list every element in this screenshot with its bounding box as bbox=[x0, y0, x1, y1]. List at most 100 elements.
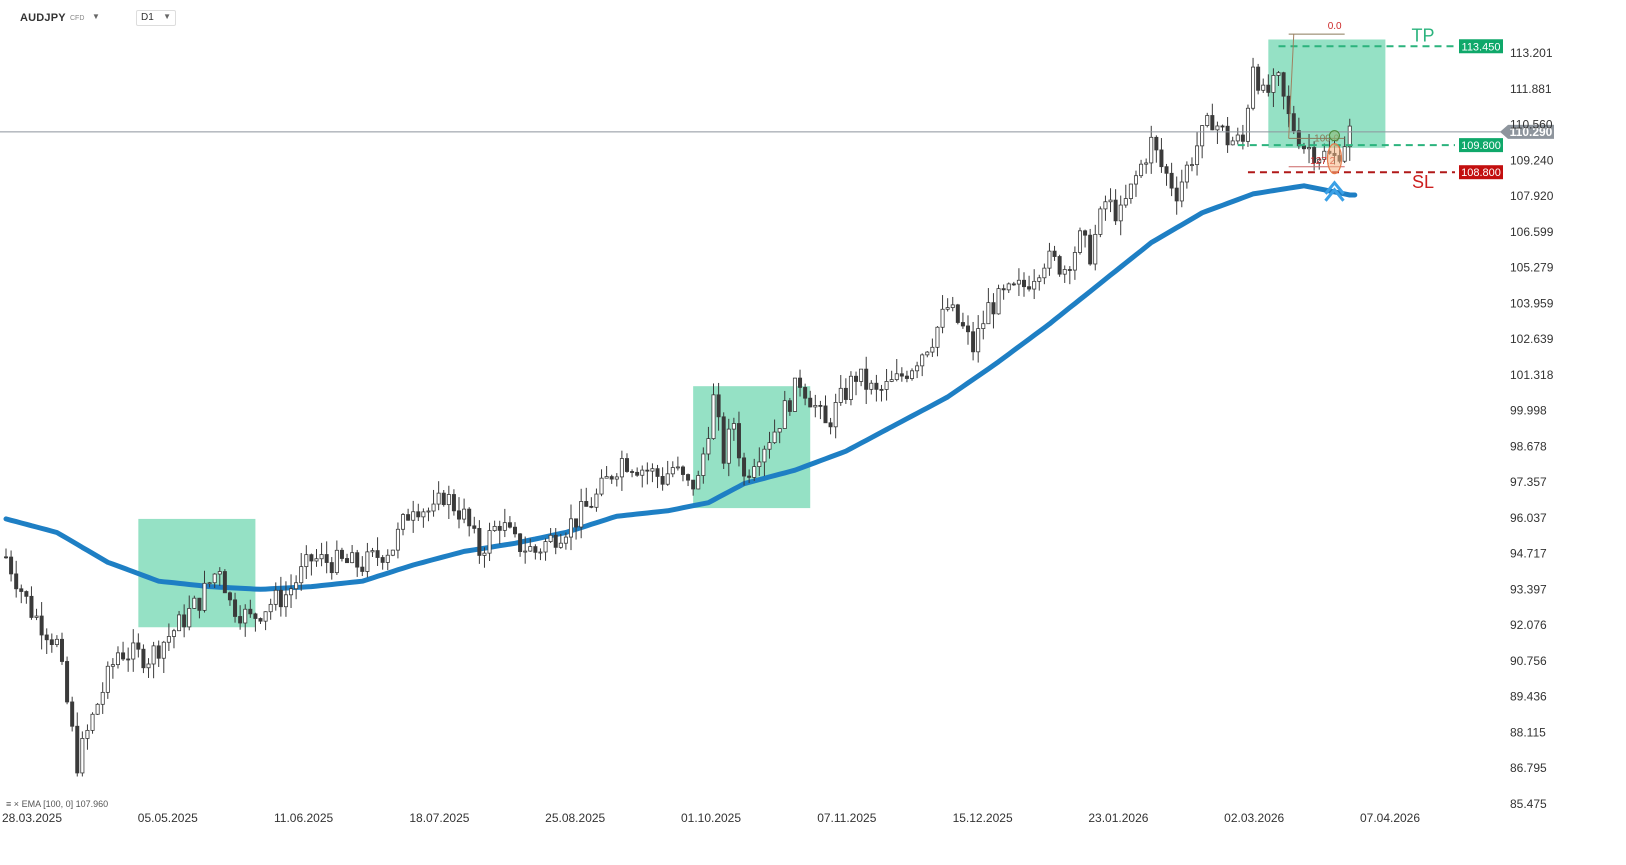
candle-body bbox=[39, 615, 44, 636]
candle-body bbox=[105, 665, 110, 693]
candle-body bbox=[950, 304, 955, 309]
candle-body bbox=[1154, 136, 1159, 151]
y-tick-label: 90.756 bbox=[1510, 654, 1547, 668]
levels-layer: 110.290 113.450 TP 109.800 108.800 SL 0.0 100.0… bbox=[0, 21, 1554, 202]
zone-rect bbox=[693, 386, 811, 509]
candle-body bbox=[614, 476, 619, 480]
candle-body bbox=[1347, 125, 1352, 148]
candle-body bbox=[1144, 162, 1149, 165]
axes-layer: 113.201 111.881 110.560 109.240 107.920 106.5… bbox=[2, 46, 1554, 825]
candle-body bbox=[345, 558, 350, 564]
candle-body bbox=[818, 405, 823, 407]
candle-body bbox=[487, 530, 492, 554]
candle-body bbox=[1139, 163, 1144, 177]
x-tick-label: 25.08.2025 bbox=[545, 811, 605, 825]
candle-body bbox=[594, 493, 599, 508]
candle-body bbox=[222, 571, 227, 594]
candle-body bbox=[869, 382, 874, 390]
candle-body bbox=[95, 703, 100, 715]
y-tick-label: 97.357 bbox=[1510, 475, 1547, 489]
y-tick-label: 101.318 bbox=[1510, 368, 1554, 382]
candle-body bbox=[930, 346, 935, 353]
x-tick-label: 28.03.2025 bbox=[2, 811, 62, 825]
candle-body bbox=[467, 508, 472, 527]
candle-body bbox=[1251, 66, 1256, 109]
level-tag-entry bbox=[1459, 138, 1503, 153]
candle-body bbox=[212, 573, 217, 584]
candle-body bbox=[548, 534, 553, 543]
candle-body bbox=[90, 713, 95, 731]
x-tick-label: 02.03.2026 bbox=[1224, 811, 1284, 825]
candle-body bbox=[838, 387, 843, 403]
candle-body bbox=[421, 511, 426, 518]
candle-body bbox=[482, 552, 487, 556]
x-tick-label: 18.07.2025 bbox=[409, 811, 469, 825]
candle-body bbox=[1169, 172, 1174, 189]
current-price-label: 110.290 bbox=[1510, 125, 1553, 139]
candle-body bbox=[192, 597, 197, 609]
highlight-dot bbox=[1328, 130, 1340, 142]
candle-body bbox=[696, 475, 701, 490]
candle-body bbox=[110, 664, 115, 667]
symbol-dropdown-icon[interactable]: ▼ bbox=[92, 12, 100, 21]
candle-body bbox=[680, 466, 685, 475]
candle-body bbox=[182, 614, 187, 628]
chart-toolbar: AUDJPY CFD ▼ D1 ▼ bbox=[0, 0, 1500, 30]
candle-body bbox=[1062, 269, 1067, 275]
y-tick-label: 89.436 bbox=[1510, 690, 1547, 704]
x-tick-label: 07.04.2026 bbox=[1360, 811, 1420, 825]
candle-body bbox=[767, 442, 772, 450]
candle-body bbox=[640, 469, 645, 476]
y-tick-label: 103.959 bbox=[1510, 296, 1554, 310]
candle-body bbox=[660, 476, 665, 485]
candle-body bbox=[859, 368, 864, 382]
candle-body bbox=[477, 528, 482, 556]
candle-body bbox=[691, 479, 696, 490]
candle-body bbox=[742, 457, 747, 477]
x-tick-label: 01.10.2025 bbox=[681, 811, 741, 825]
candle-body bbox=[991, 302, 996, 315]
x-tick-label: 11.06.2025 bbox=[274, 811, 333, 825]
candle-body bbox=[976, 328, 981, 353]
candle-body bbox=[202, 582, 207, 611]
candle-body bbox=[1245, 107, 1250, 142]
candle-body bbox=[1047, 250, 1052, 269]
candle-body bbox=[828, 422, 833, 428]
close-icon[interactable]: × bbox=[13, 799, 20, 809]
candle-body bbox=[85, 729, 90, 739]
candle-body bbox=[670, 467, 675, 475]
candle-body bbox=[4, 556, 9, 559]
candle-body bbox=[823, 405, 828, 424]
candle-body bbox=[502, 522, 507, 531]
candle-body bbox=[584, 501, 589, 507]
candle-body bbox=[752, 466, 757, 478]
timeframe-select[interactable]: D1 ▼ bbox=[136, 10, 176, 26]
candle-body bbox=[955, 304, 960, 323]
candle-body bbox=[716, 394, 721, 418]
candle-body bbox=[986, 302, 991, 325]
candle-body bbox=[380, 557, 385, 563]
y-tick-label: 85.475 bbox=[1510, 797, 1547, 811]
candle-body bbox=[156, 645, 161, 659]
zone-rect bbox=[1268, 39, 1386, 148]
indicator-legend: ≡ × EMA [100, 0] 107.960 bbox=[6, 799, 108, 809]
zone-rect bbox=[138, 518, 256, 628]
candle-body bbox=[1093, 233, 1098, 265]
candle-body bbox=[915, 365, 920, 372]
candle-body bbox=[899, 373, 904, 377]
candle-body bbox=[803, 387, 808, 399]
candle-body bbox=[100, 691, 105, 705]
candle-body bbox=[233, 599, 238, 617]
candle-body bbox=[635, 471, 640, 476]
candle-body bbox=[808, 397, 813, 408]
candle-body bbox=[207, 582, 212, 585]
symbol-label[interactable]: AUDJPY bbox=[20, 12, 66, 24]
candle-body bbox=[904, 375, 909, 379]
candle-body bbox=[350, 552, 355, 564]
candle-body bbox=[411, 511, 416, 521]
candle-body bbox=[528, 546, 533, 552]
candle-body bbox=[1103, 201, 1108, 210]
candle-body bbox=[151, 645, 156, 665]
candle-body bbox=[1032, 280, 1037, 290]
